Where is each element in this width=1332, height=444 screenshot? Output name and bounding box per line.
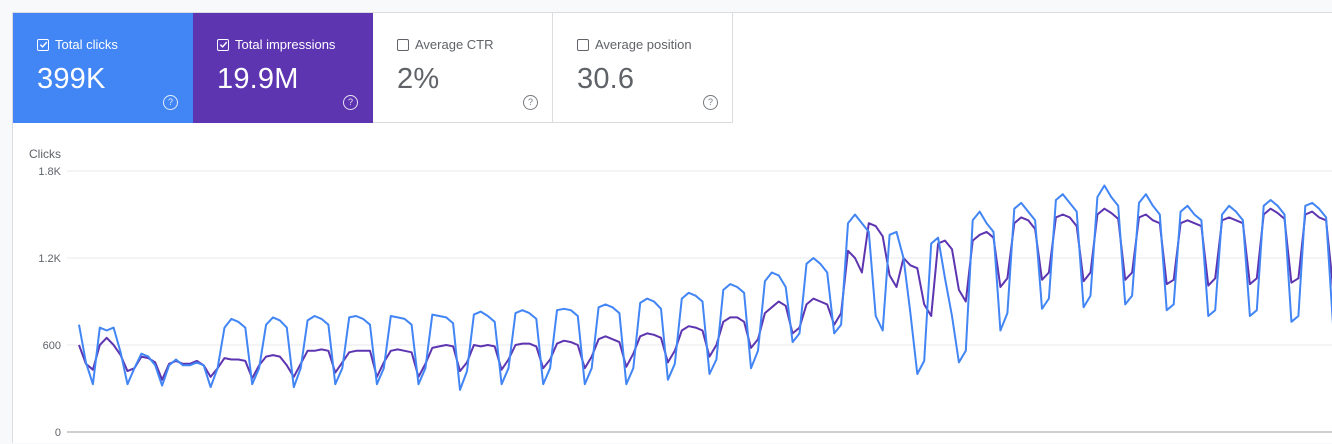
help-icon[interactable]: ?	[343, 95, 358, 110]
metric-label: Average CTR	[415, 37, 494, 52]
performance-panel: Total clicks 399K ? Total impressions 19…	[12, 12, 1332, 443]
metric-label: Average position	[595, 37, 692, 52]
y-axis-title: Clicks	[29, 147, 61, 161]
help-icon[interactable]: ?	[163, 95, 178, 110]
help-icon[interactable]: ?	[703, 95, 718, 110]
metric-value: 2%	[397, 63, 440, 95]
metric-value: 19.9M	[217, 63, 299, 95]
checkbox-average-position[interactable]	[577, 38, 589, 51]
metric-value: 30.6	[577, 63, 635, 95]
metric-value: 399K	[37, 63, 106, 95]
metric-card-total-impressions[interactable]: Total impressions 19.9M ?	[193, 13, 373, 123]
y-tick-label: 600	[43, 340, 61, 352]
y-tick-label: 0	[55, 427, 61, 439]
clicks-line-chart: Clicks 0 600 1.2K 1.8K	[29, 147, 1332, 439]
metric-cards: Total clicks 399K ? Total impressions 19…	[13, 13, 733, 123]
metric-label: Total clicks	[55, 37, 118, 52]
metric-card-average-ctr[interactable]: Average CTR 2% ?	[373, 13, 553, 123]
series-lines	[78, 184, 1332, 391]
checkbox-average-ctr[interactable]	[397, 38, 409, 51]
metric-card-total-clicks[interactable]: Total clicks 399K ?	[13, 13, 193, 123]
impressions-series-line	[78, 207, 1332, 381]
metric-label: Total impressions	[235, 37, 336, 52]
clicks-series-line	[78, 184, 1332, 391]
metric-card-average-position[interactable]: Average position 30.6 ?	[553, 13, 733, 123]
y-tick-label: 1.2K	[38, 253, 61, 265]
gridlines	[67, 170, 1332, 433]
checkbox-total-impressions[interactable]	[217, 38, 229, 51]
y-tick-labels: 0 600 1.2K 1.8K	[38, 166, 61, 439]
checkbox-total-clicks[interactable]	[37, 38, 49, 51]
help-icon[interactable]: ?	[523, 95, 538, 110]
y-tick-label: 1.8K	[38, 166, 61, 178]
